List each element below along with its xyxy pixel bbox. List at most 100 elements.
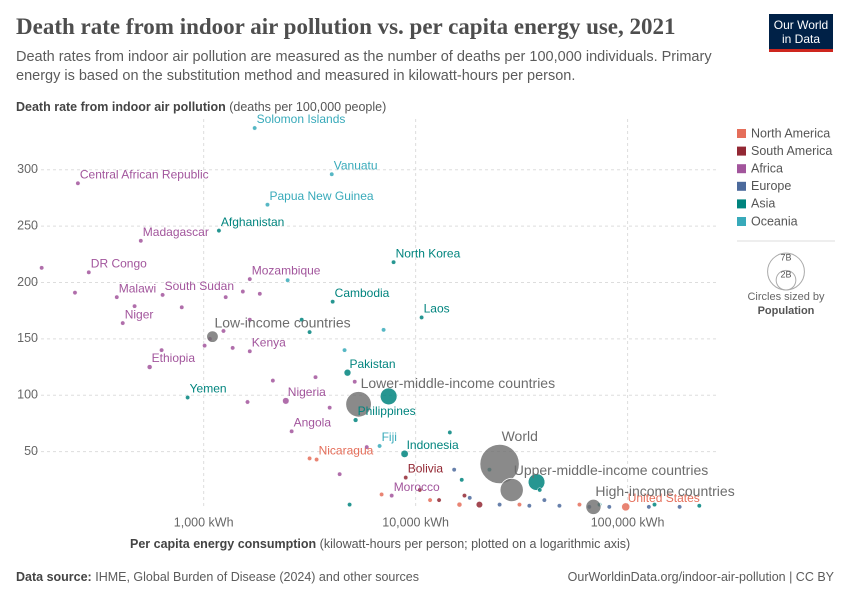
point <box>160 292 166 298</box>
source-text: IHME, Global Burden of Disease (2024) an… <box>95 570 419 584</box>
point <box>353 417 359 423</box>
point <box>400 449 409 458</box>
y-axis-title-rest: (deaths per 100,000 people) <box>229 100 387 114</box>
legend-swatch[interactable] <box>737 146 746 156</box>
legend-swatch[interactable] <box>737 129 746 138</box>
point <box>337 471 343 477</box>
point <box>347 502 353 508</box>
aggregate-point <box>585 498 602 515</box>
point <box>120 320 126 326</box>
aggregate-point <box>345 391 372 418</box>
point <box>456 501 463 508</box>
point <box>72 290 78 296</box>
legend-label[interactable]: Oceania <box>751 214 798 228</box>
size-legend-label: 2B <box>780 270 791 280</box>
point <box>447 430 453 435</box>
point <box>621 502 630 512</box>
point <box>146 364 153 370</box>
aggregate-point <box>479 443 520 485</box>
x-tick-label: 1,000 kWh <box>174 515 234 529</box>
legend-label[interactable]: Europe <box>751 179 791 193</box>
point-label: Kenya <box>252 335 286 349</box>
point <box>379 492 385 497</box>
point <box>216 228 222 234</box>
point <box>179 304 185 310</box>
point <box>352 379 358 385</box>
point <box>247 348 253 354</box>
x-axis-title: Per capita energy consumption (kilowatt-… <box>130 537 630 551</box>
y-tick-label: 300 <box>17 162 38 176</box>
point <box>528 473 546 491</box>
aggregate-point <box>206 330 219 343</box>
point <box>185 395 191 400</box>
point <box>314 457 320 462</box>
size-legend-title: Circles sized by <box>747 291 825 303</box>
point-label: Yemen <box>190 382 227 396</box>
y-axis-title: Death rate from indoor air pollution (de… <box>16 100 386 114</box>
point <box>451 467 457 473</box>
point <box>391 259 397 265</box>
size-legend-variable: Population <box>758 305 815 317</box>
point <box>86 269 92 275</box>
legend-label[interactable]: Asia <box>751 197 775 211</box>
point <box>381 327 387 333</box>
legend-swatch[interactable] <box>737 199 746 209</box>
point-label: Mozambique <box>252 263 321 277</box>
point <box>467 495 473 501</box>
point <box>230 345 236 351</box>
point <box>419 314 425 320</box>
point-label: Angola <box>294 415 332 429</box>
point <box>537 487 543 493</box>
point <box>541 497 547 503</box>
point-label: Ethiopia <box>152 351 196 365</box>
point <box>342 347 348 353</box>
point <box>646 504 652 510</box>
point-label: Madagascar <box>143 225 209 239</box>
point <box>517 502 522 508</box>
legend-swatch[interactable] <box>737 164 746 174</box>
point <box>75 180 81 186</box>
footer-link[interactable]: OurWorldinData.org/indoor-air-pollution … <box>567 570 834 584</box>
aggregate-label: Upper-middle-income countries <box>514 462 709 478</box>
point-label: Afghanistan <box>221 215 284 229</box>
point <box>577 502 582 508</box>
point <box>462 493 467 499</box>
point <box>285 277 291 283</box>
x-tick-label: 10,000 kWh <box>382 515 449 529</box>
legend-swatch[interactable] <box>737 181 746 191</box>
aggregate-point <box>499 477 524 503</box>
point <box>223 294 229 300</box>
point <box>221 328 226 334</box>
point-label: Bolivia <box>408 462 444 476</box>
point <box>364 444 370 450</box>
point <box>459 477 465 483</box>
aggregate-label: Low-income countries <box>214 314 350 330</box>
point-label: United States <box>628 491 700 505</box>
legend-swatch[interactable] <box>737 217 746 226</box>
point <box>252 125 258 131</box>
point <box>475 501 483 509</box>
point <box>377 443 383 449</box>
legend-label[interactable]: Africa <box>751 161 783 175</box>
point-label: Central African Republic <box>80 167 209 181</box>
point <box>132 303 138 309</box>
point <box>327 405 333 411</box>
y-tick-label: 200 <box>17 275 38 289</box>
point <box>270 378 276 384</box>
point <box>677 504 683 510</box>
point <box>114 294 120 300</box>
legend-label[interactable]: North America <box>751 126 830 140</box>
point-label: Solomon Islands <box>257 112 346 126</box>
point <box>39 265 45 271</box>
logo[interactable]: Our World in Data <box>769 14 833 52</box>
legend-label[interactable]: South America <box>751 144 832 158</box>
point-label: South Sudan <box>165 279 234 293</box>
point <box>696 503 702 509</box>
point <box>247 276 253 282</box>
size-legend-circle <box>775 269 797 291</box>
point-label: Indonesia <box>407 438 459 452</box>
source: Data source: IHME, Global Burden of Dise… <box>16 570 419 584</box>
point <box>247 317 253 323</box>
